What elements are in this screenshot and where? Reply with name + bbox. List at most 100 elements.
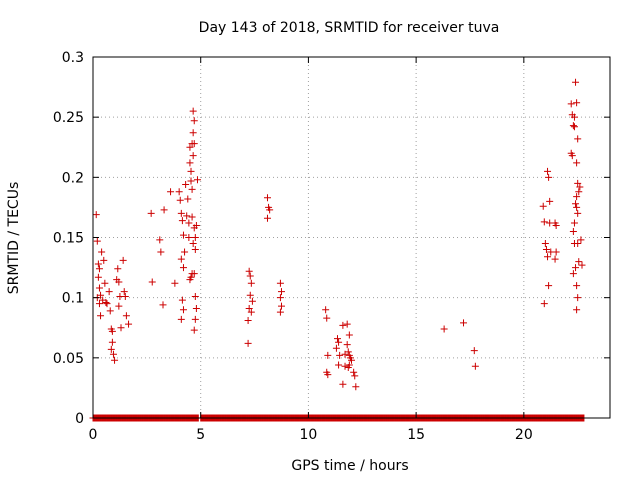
data-point [339,321,347,329]
data-point [540,300,548,308]
data-point [100,256,108,264]
y-axis-label: SRMTID / TECUs [6,182,22,295]
data-point [148,278,156,286]
data-point [119,256,127,264]
data-point [193,176,201,184]
data-point [248,297,256,305]
data-point [187,273,195,281]
data-point [572,78,580,86]
data-point [541,240,549,248]
data-point [93,237,101,245]
data-point [244,317,252,325]
data-point [108,327,116,335]
data-point [189,152,197,160]
data-point [345,331,353,339]
data-point [551,255,559,263]
data-point [109,350,117,358]
data-point [184,195,192,203]
data-point [572,264,580,272]
data-point [335,338,343,346]
y-tick-label: 0 [75,411,84,427]
data-point [179,264,187,272]
data-point [189,240,197,248]
data-point [179,231,187,239]
data-point [343,341,351,349]
data-point [333,335,341,343]
data-point [572,200,580,208]
data-point [573,306,581,314]
data-point [179,306,187,314]
data-point [98,248,106,256]
data-point [247,279,255,287]
data-point [120,288,128,296]
data-point [190,270,198,278]
data-point [246,272,254,280]
data-point [263,194,271,202]
y-tick-label: 0.1 [62,291,84,307]
data-point [348,356,355,364]
data-point [107,345,115,353]
x-tick-label: 5 [196,427,205,443]
data-point [574,294,582,302]
data-point [573,99,581,107]
data-point [324,371,332,379]
data-point [177,209,185,217]
data-point [190,117,198,125]
data-point [332,344,340,352]
data-point [191,292,199,300]
data-point [344,348,352,356]
data-point [185,234,193,241]
data-point [188,213,196,221]
x-axis: 0 5 10 15 20 [89,57,533,443]
data-point [263,214,271,222]
data-point [175,188,183,196]
data-point [176,196,184,204]
data-point [351,372,359,380]
data-point [576,183,584,191]
data-point [324,351,332,359]
data-point [186,159,194,167]
data-point [156,236,164,244]
data-point [350,368,358,376]
data-point [247,308,255,316]
data-point [471,362,479,370]
data-point [545,173,553,181]
data-point [540,218,548,226]
data-point [335,361,343,369]
data-point [575,258,583,266]
data-point [345,361,353,369]
data-point [245,304,253,312]
data-point [95,284,103,292]
data-point [244,339,252,347]
data-point [189,129,197,137]
data-point [323,314,331,322]
data-point [539,202,547,210]
data-point [574,240,582,248]
data-point [460,319,468,327]
data-point [573,203,581,211]
data-point [122,312,130,320]
data-point [341,362,349,370]
data-point [94,260,102,268]
data-point [277,302,285,310]
data-point [578,261,586,269]
data-point [157,248,165,256]
data-point [181,248,189,256]
data-point [544,253,552,261]
chart-title: Day 143 of 2018, SRMTID for receiver tuv… [199,20,500,36]
data-point [568,152,576,160]
data-point [343,320,351,328]
x-tick-label: 10 [300,427,318,443]
data-point [573,282,581,290]
y-axis: 0 0.05 0.1 0.15 0.2 0.25 0.3 [53,50,610,427]
data-point [567,100,575,108]
data-point [95,300,103,308]
data-point [569,270,577,278]
data-point [542,246,550,254]
data-point [192,304,200,312]
data-point [111,356,119,364]
x-tick-label: 15 [407,427,425,443]
data-point [190,140,198,148]
data-point [106,307,114,315]
data-point [160,206,168,214]
